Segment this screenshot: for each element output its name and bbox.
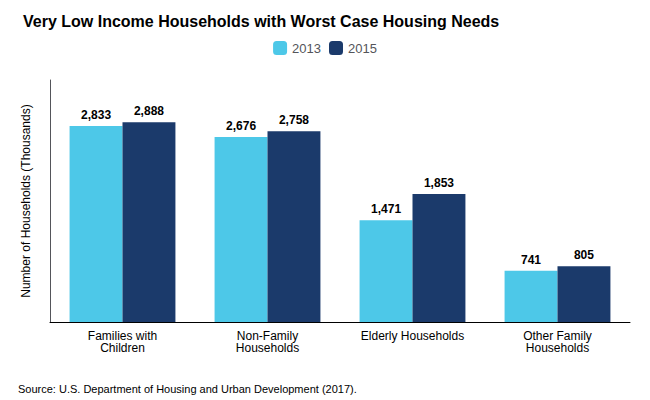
svg-text:2,758: 2,758 (279, 113, 309, 127)
svg-text:2015: 2015 (348, 41, 377, 56)
svg-text:Elderly Households: Elderly Households (361, 329, 464, 343)
svg-text:1,471: 1,471 (371, 202, 401, 216)
svg-text:805: 805 (574, 248, 594, 262)
svg-text:Households: Households (236, 341, 299, 355)
svg-text:Children: Children (100, 341, 145, 355)
svg-text:1,853: 1,853 (424, 176, 454, 190)
svg-text:Very Low Income Households wit: Very Low Income Households with Worst Ca… (23, 13, 499, 30)
svg-text:Non-Family: Non-Family (236, 329, 299, 343)
svg-text:Households: Households (526, 341, 589, 355)
svg-text:2,888: 2,888 (134, 104, 164, 118)
svg-text:2,676: 2,676 (226, 119, 256, 133)
svg-text:Other Family: Other Family (523, 329, 592, 343)
svg-text:Source: U.S. Department of Hou: Source: U.S. Department of Housing and U… (18, 383, 357, 395)
svg-text:741: 741 (521, 253, 541, 267)
svg-text:2013: 2013 (292, 41, 321, 56)
svg-text:Families with: Families with (87, 329, 158, 343)
svg-text:Number of Households (Thousand: Number of Households (Thousands) (19, 104, 33, 297)
svg-text:2,833: 2,833 (81, 108, 111, 122)
